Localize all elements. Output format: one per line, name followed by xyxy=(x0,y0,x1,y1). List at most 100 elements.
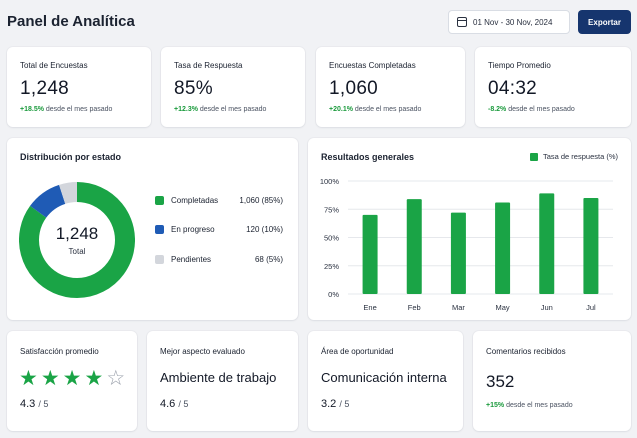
delta-text: desde el mes pasado xyxy=(199,106,267,113)
kpi-label: Tiempo Promedio xyxy=(488,61,551,70)
header: Panel de Analítica 01 Nov - 30 Nov, 2024… xyxy=(0,0,637,44)
rating-stars: ★ ★ ★ ★ ☆ xyxy=(19,368,125,389)
legend-swatch xyxy=(155,255,164,264)
bar-jul[interactable] xyxy=(583,197,599,294)
opportunity-card: Área de oportunidad Comunicación interna… xyxy=(308,331,463,431)
delta-percent: +18.5% xyxy=(20,106,44,113)
donut-center-value: 1,248 xyxy=(55,224,99,243)
legend-value: 1,060 (85%) xyxy=(239,196,283,205)
opportunity-title: Área de oportunidad xyxy=(321,347,394,356)
delta-percent: +15% xyxy=(486,402,505,409)
score-value: 4.6 xyxy=(160,398,176,410)
page-title: Panel de Analítica xyxy=(7,13,135,30)
x-tick-label: Feb xyxy=(408,303,421,312)
delta-text: desde el mes pasado xyxy=(506,402,573,409)
x-tick-label: May xyxy=(495,303,509,312)
legend-value: 68 (5%) xyxy=(254,255,283,264)
kpi-card-completed: Encuestas Completadas 1,060 +20.1% desde… xyxy=(316,47,465,127)
opportunity-text: Comunicación interna xyxy=(321,370,447,385)
score-value: 3.2 xyxy=(321,398,337,410)
kpi-card-response-rate: Tasa de Respuesta 85% +12.3% desde el me… xyxy=(161,47,305,127)
kpi-value: 1,248 xyxy=(20,78,70,99)
kpi-card-avg-time: Tiempo Promedio 04:32 -8.2% desde el mes… xyxy=(475,47,631,127)
legend-completed: Completadas 1,060 (85%) xyxy=(155,195,283,207)
legend-label: En progreso xyxy=(171,225,215,234)
comments-delta: +15% desde el mes pasado xyxy=(486,402,573,409)
kpi-delta: +20.1% desde el mes pasado xyxy=(329,106,421,113)
x-tick-label: Ene xyxy=(363,303,376,312)
y-tick-label: 75% xyxy=(324,205,339,214)
legend-pending: Pendientes 68 (5%) xyxy=(155,254,283,266)
y-tick-label: 50% xyxy=(324,234,339,243)
score-denom: / 5 xyxy=(38,399,49,409)
bar-may[interactable] xyxy=(495,202,511,294)
score-denom: / 5 xyxy=(178,399,189,409)
bar-feb[interactable] xyxy=(406,199,422,294)
delta-text: desde el mes pasado xyxy=(45,106,113,113)
best-aspect-title: Mejor aspecto evaluado xyxy=(160,347,245,356)
bar-jun[interactable] xyxy=(539,193,555,294)
star-filled-icon: ★ xyxy=(84,367,104,390)
donut-center-label: Total xyxy=(68,247,86,256)
bar-mar[interactable] xyxy=(450,212,466,294)
export-button[interactable]: Exportar xyxy=(578,10,631,34)
kpi-delta: -8.2% desde el mes pasado xyxy=(488,106,575,113)
kpi-label: Tasa de Respuesta xyxy=(174,61,243,70)
results-card: Resultados generales Tasa de respuesta (… xyxy=(308,138,631,320)
bar-legend-label: Tasa de respuesta (%) xyxy=(542,152,618,161)
bar-legend: Tasa de respuesta (%) xyxy=(529,152,618,161)
kpi-card-total: Total de Encuestas 1,248 +18.5% desde el… xyxy=(7,47,151,127)
star-filled-icon: ★ xyxy=(19,367,38,390)
donut-slice-2[interactable] xyxy=(59,182,78,204)
score-denom: / 5 xyxy=(339,399,350,409)
x-tick-label: Jun xyxy=(541,303,553,312)
opportunity-score: 3.2 / 5 xyxy=(321,398,349,410)
satisfaction-score: 4.3 / 5 xyxy=(20,398,48,410)
bar-ene[interactable] xyxy=(362,214,378,294)
comments-value: 352 xyxy=(486,372,515,391)
kpi-delta: +12.3% desde el mes pasado xyxy=(174,106,266,113)
y-tick-label: 25% xyxy=(324,262,339,271)
best-aspect-text: Ambiente de trabajo xyxy=(160,370,277,385)
results-title: Resultados generales xyxy=(321,152,415,162)
kpi-value: 04:32 xyxy=(488,78,538,99)
legend-label: Pendientes xyxy=(171,255,212,264)
calendar-icon xyxy=(457,17,467,27)
delta-text: desde el mes pasado xyxy=(508,106,575,113)
comments-card: Comentarios recibidos 352 +15% desde el … xyxy=(473,331,631,431)
kpi-delta: +18.5% desde el mes pasado xyxy=(20,106,112,113)
best-aspect-score: 4.6 / 5 xyxy=(160,398,188,410)
star-filled-icon: ★ xyxy=(40,367,60,390)
donut-slice-1[interactable] xyxy=(30,184,66,219)
bar-legend-swatch xyxy=(529,152,538,161)
distribution-card: Distribución por estado 1,248 Total Comp… xyxy=(7,138,298,320)
satisfaction-title: Satisfacción promedio xyxy=(20,347,99,356)
legend-swatch xyxy=(155,225,164,234)
distribution-title: Distribución por estado xyxy=(20,152,122,162)
bar-chart: 0% 25% 50% 75% 100% Ene Feb Mar May Jun Jul xyxy=(320,177,613,312)
x-tick-label: Jul xyxy=(586,303,596,312)
legend-in-progress: En progreso 120 (10%) xyxy=(155,224,283,236)
date-range-picker[interactable]: 01 Nov - 30 Nov, 2024 xyxy=(448,10,570,34)
kpi-label: Encuestas Completadas xyxy=(329,61,416,70)
legend-value: 120 (10%) xyxy=(246,225,283,234)
donut-slice-0[interactable] xyxy=(19,182,135,298)
delta-percent: +12.3% xyxy=(174,106,198,113)
kpi-label: Total de Encuestas xyxy=(20,61,88,70)
legend-swatch xyxy=(155,196,164,205)
delta-percent: -8.2% xyxy=(488,106,507,113)
x-tick-label: Mar xyxy=(452,303,465,312)
comments-title: Comentarios recibidos xyxy=(486,347,566,356)
best-aspect-card: Mejor aspecto evaluado Ambiente de traba… xyxy=(147,331,298,431)
delta-percent: +20.1% xyxy=(329,106,353,113)
donut-chart: 1,248 Total xyxy=(19,175,135,305)
star-filled-icon: ★ xyxy=(62,367,82,390)
delta-text: desde el mes pasado xyxy=(354,106,422,113)
legend-label: Completadas xyxy=(171,196,219,205)
kpi-value: 85% xyxy=(174,78,213,99)
date-range-text: 01 Nov - 30 Nov, 2024 xyxy=(473,17,553,27)
star-empty-icon: ☆ xyxy=(106,367,126,390)
y-tick-label: 100% xyxy=(320,177,340,186)
kpi-value: 1,060 xyxy=(329,78,379,99)
y-tick-label: 0% xyxy=(328,290,339,299)
